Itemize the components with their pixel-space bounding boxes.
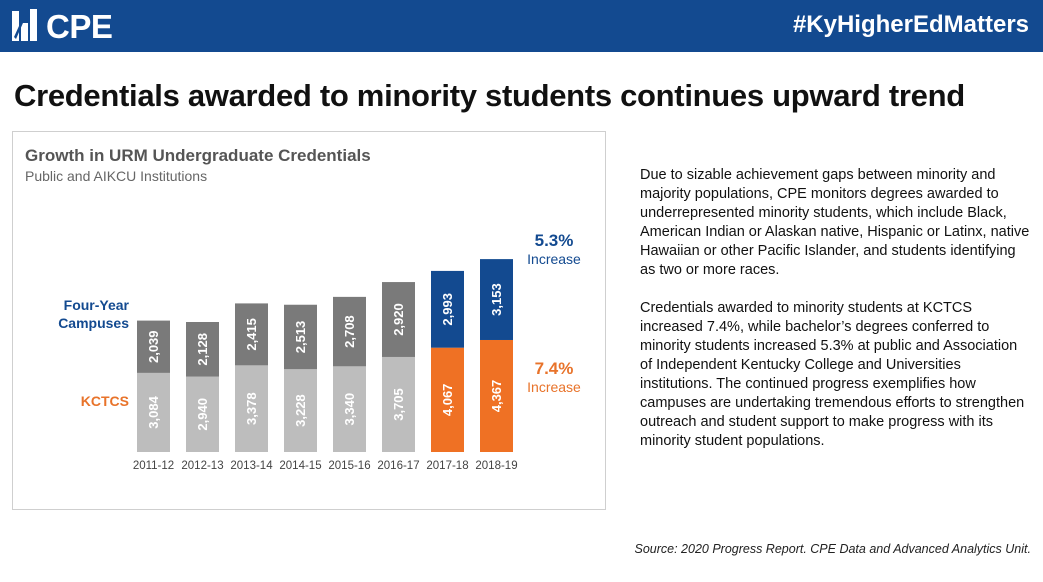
source-note: Source: 2020 Progress Report. CPE Data a… bbox=[634, 542, 1031, 556]
chart-subtitle: Public and AIKCU Institutions bbox=[25, 168, 208, 184]
bar-four-year-2015-16 bbox=[333, 296, 366, 367]
data-label-four-year-2018-19: 3,153 bbox=[489, 283, 504, 316]
bar-kctcs-2015-16 bbox=[333, 366, 366, 452]
bar-four-year-2012-13 bbox=[186, 322, 219, 377]
data-label-four-year-2017-18: 2,993 bbox=[440, 293, 455, 326]
data-label-kctcs-2016-17: 3,705 bbox=[391, 388, 406, 421]
data-label-four-year-2011-12: 2,039 bbox=[146, 330, 161, 363]
page-headline: Credentials awarded to minority students… bbox=[14, 78, 965, 113]
description-text: Due to sizable achievement gaps between … bbox=[640, 166, 1032, 470]
data-label-kctcs-2017-18: 4,067 bbox=[440, 384, 455, 417]
data-label-kctcs-2015-16: 3,340 bbox=[342, 393, 357, 426]
data-label-kctcs-2018-19: 4,367 bbox=[489, 380, 504, 413]
bar-kctcs-2013-14 bbox=[235, 365, 268, 452]
description-paragraph-2: Credentials awarded to minority students… bbox=[640, 300, 1025, 449]
bar-kctcs-2011-12 bbox=[137, 372, 170, 452]
chart-panel: 3,084 2,039 2011-12 2,940 2,128 2012-13 3,378 2… bbox=[12, 131, 606, 510]
four-year-increase-text: Increase bbox=[527, 251, 581, 267]
bar-kctcs-2017-18 bbox=[431, 347, 464, 452]
data-label-kctcs-2011-12: 3,084 bbox=[146, 395, 161, 428]
data-label-four-year-2015-16: 2,708 bbox=[342, 315, 357, 348]
cpe-logo-mark-icon bbox=[12, 9, 37, 41]
bar-four-year-2017-18 bbox=[431, 270, 464, 348]
x-tick-label-2018-19: 2018-19 bbox=[475, 460, 517, 472]
hashtag: #KyHigherEdMatters bbox=[792, 11, 1029, 38]
stacked-bar-chart: 3,084 2,039 2011-12 2,940 2,128 2012-13 3,378 2… bbox=[133, 259, 518, 472]
x-tick-label-2016-17: 2016-17 bbox=[377, 460, 419, 472]
bar-four-year-2014-15 bbox=[284, 304, 317, 370]
four-year-increase-value: 5.3% bbox=[534, 231, 574, 250]
description-paragraph-1: Due to sizable achievement gaps between … bbox=[640, 167, 1030, 278]
bar-kctcs-2016-17 bbox=[382, 356, 415, 452]
bar-four-year-2016-17 bbox=[382, 282, 415, 357]
data-label-four-year-2014-15: 2,513 bbox=[293, 321, 308, 354]
kctcs-increase-value: 7.4% bbox=[534, 359, 574, 378]
x-tick-label-2017-18: 2017-18 bbox=[426, 460, 468, 472]
data-label-four-year-2012-13: 2,128 bbox=[195, 333, 210, 366]
x-tick-label-2015-16: 2015-16 bbox=[328, 460, 370, 472]
data-label-kctcs-2014-15: 3,228 bbox=[293, 394, 308, 427]
bar-kctcs-2014-15 bbox=[284, 369, 317, 452]
bar-four-year-2018-19 bbox=[480, 259, 513, 340]
bar-kctcs-2012-13 bbox=[186, 376, 219, 452]
x-tick-label-2012-13: 2012-13 bbox=[181, 460, 223, 472]
x-tick-label-2013-14: 2013-14 bbox=[230, 460, 273, 472]
data-label-four-year-2013-14: 2,415 bbox=[244, 318, 259, 351]
data-label-kctcs-2012-13: 2,940 bbox=[195, 398, 210, 431]
chart-title: Growth in URM Undergraduate Credentials bbox=[25, 146, 371, 165]
header-bar: CPE #KyHigherEdMatters bbox=[0, 0, 1043, 52]
data-label-kctcs-2013-14: 3,378 bbox=[244, 392, 259, 425]
four-year-label: Four-Year Campuses bbox=[58, 297, 129, 331]
kctcs-increase: 7.4% Increase bbox=[519, 360, 589, 396]
four-year-increase: 5.3% Increase bbox=[519, 232, 589, 268]
x-tick-label-2011-12: 2011-12 bbox=[133, 460, 174, 472]
logo-text: CPE bbox=[46, 8, 113, 45]
cpe-logo: CPE bbox=[10, 6, 128, 48]
kctcs-label: KCTCS bbox=[80, 393, 129, 409]
kctcs-increase-text: Increase bbox=[527, 379, 581, 395]
data-label-four-year-2016-17: 2,920 bbox=[391, 303, 406, 336]
bar-four-year-2013-14 bbox=[235, 303, 268, 366]
bar-four-year-2011-12 bbox=[137, 320, 170, 373]
x-tick-label-2014-15: 2014-15 bbox=[279, 460, 321, 472]
bar-kctcs-2018-19 bbox=[480, 339, 513, 452]
